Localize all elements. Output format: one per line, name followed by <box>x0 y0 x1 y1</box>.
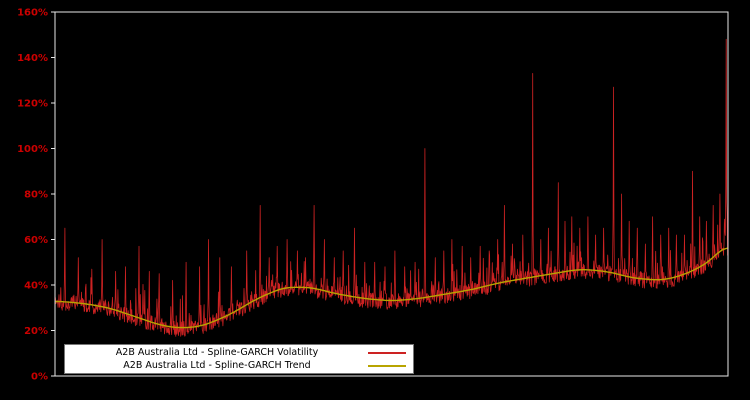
y-axis-tick-label: 140% <box>17 53 48 64</box>
y-axis-tick-label: 80% <box>24 190 48 201</box>
chart-legend: A2B Australia Ltd - Spline-GARCH Volatil… <box>64 344 414 374</box>
y-axis-tick-label: 120% <box>17 99 48 110</box>
volatility-series-line <box>54 38 729 337</box>
legend-item-volatility: A2B Australia Ltd - Spline-GARCH Volatil… <box>70 346 408 359</box>
legend-item-trend: A2B Australia Ltd - Spline-GARCH Trend <box>70 359 408 372</box>
y-axis-tick-label: 40% <box>24 281 48 292</box>
y-axis-tick-label: 160% <box>17 8 48 19</box>
legend-line-trend-icon <box>368 364 406 367</box>
trend-series-line <box>55 247 729 329</box>
y-axis-tick-label: 100% <box>17 144 48 155</box>
y-axis-tick-label: 20% <box>24 326 48 337</box>
y-axis-tick-label: 0% <box>31 372 48 383</box>
legend-line-volatility-icon <box>368 351 406 354</box>
legend-label-volatility: A2B Australia Ltd - Spline-GARCH Volatil… <box>115 347 319 358</box>
legend-label-trend: A2B Australia Ltd - Spline-GARCH Trend <box>123 360 311 371</box>
y-axis-tick-label: 60% <box>24 235 48 246</box>
